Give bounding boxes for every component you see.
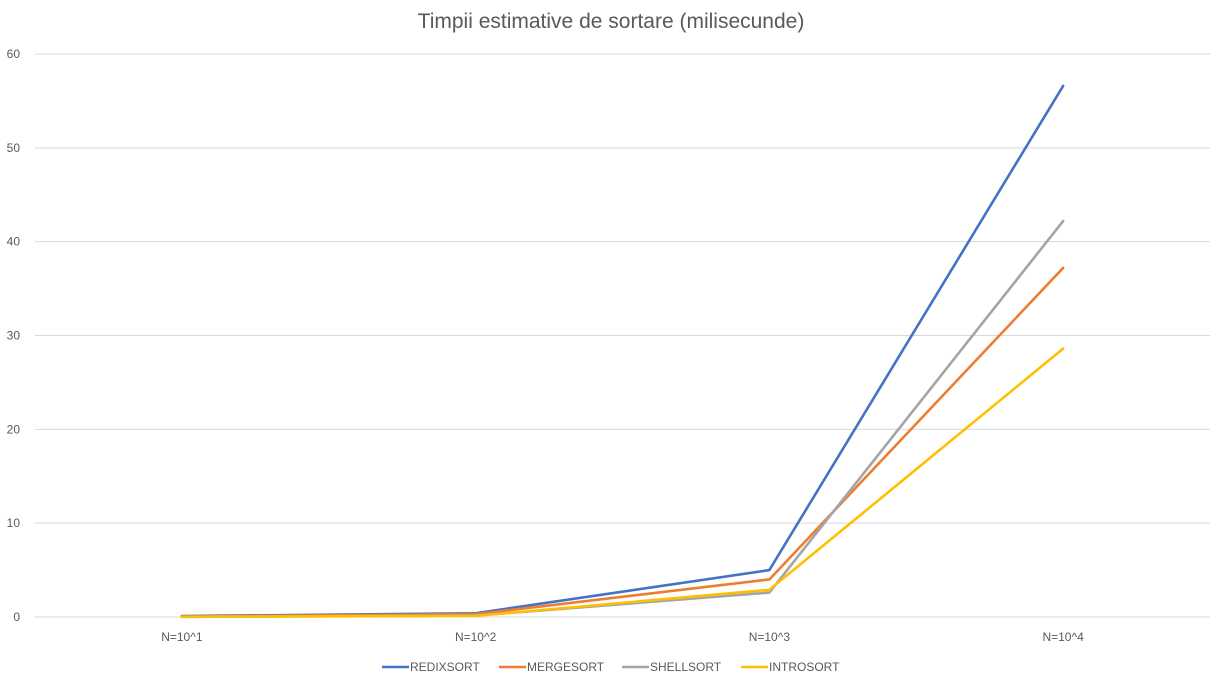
y-axis: 0 10 20 30 40 50 60 bbox=[7, 47, 21, 624]
y-tick-label: 20 bbox=[7, 422, 21, 436]
x-tick-label: N=10^1 bbox=[161, 630, 203, 644]
x-axis: N=10^1 N=10^2 N=10^3 N=10^4 bbox=[161, 630, 1084, 644]
x-tick-label: N=10^2 bbox=[455, 630, 497, 644]
series-lines bbox=[180, 84, 1065, 619]
y-tick-label: 30 bbox=[7, 329, 21, 343]
series-line-redixsort bbox=[180, 84, 1065, 618]
series-line-shellsort bbox=[180, 219, 1065, 619]
legend-label: REDIXSORT bbox=[410, 660, 480, 674]
series-line-mergesort bbox=[180, 266, 1065, 618]
y-tick-label: 50 bbox=[7, 141, 21, 155]
legend: REDIXSORT MERGESORT SHELLSORT INTROSORT bbox=[382, 660, 840, 674]
y-tick-label: 0 bbox=[13, 610, 20, 624]
y-tick-label: 10 bbox=[7, 516, 21, 530]
legend-label: MERGESORT bbox=[527, 660, 605, 674]
series-line-introsort bbox=[180, 347, 1065, 619]
legend-label: INTROSORT bbox=[769, 660, 840, 674]
chart-title: Timpii estimative de sortare (milisecund… bbox=[417, 10, 805, 33]
y-tick-label: 60 bbox=[7, 47, 21, 61]
gridlines bbox=[35, 53, 1210, 618]
legend-label: SHELLSORT bbox=[650, 660, 722, 674]
x-tick-label: N=10^4 bbox=[1042, 630, 1084, 644]
y-tick-label: 40 bbox=[7, 235, 21, 249]
x-tick-label: N=10^3 bbox=[749, 630, 791, 644]
